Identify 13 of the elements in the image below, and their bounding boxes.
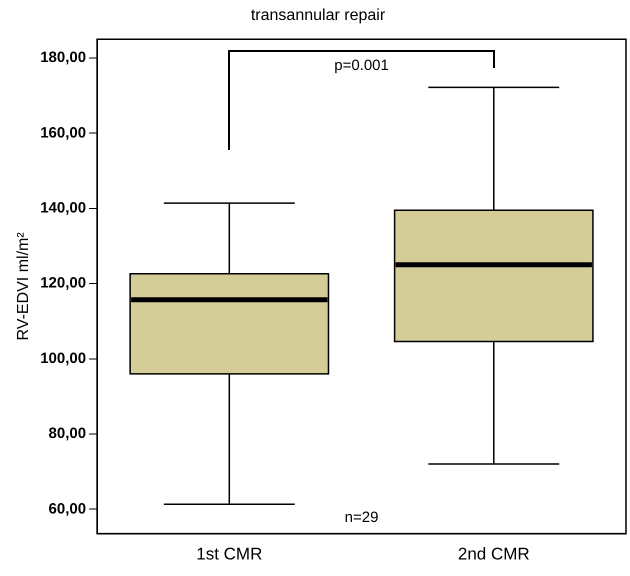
y-tick-label: 160,00 [40, 124, 86, 142]
chart-title: transannular repair [250, 7, 386, 24]
annotation: p=0.001 [334, 56, 389, 74]
y-tick-label: 120,00 [40, 274, 86, 292]
annotation: n=29 [344, 509, 378, 526]
y-axis-title: RV-EDVI ml/m² [15, 232, 32, 340]
y-tick-label: 80,00 [48, 425, 86, 442]
y-tick-label: 140,00 [40, 200, 86, 217]
x-tick-label: 2nd CMR [458, 544, 530, 564]
y-tick-label: 100,00 [40, 350, 86, 367]
y-tick-label: 180,00 [40, 49, 86, 66]
x-tick-label: 1st CMR [196, 544, 262, 564]
y-tick-label: 60,00 [48, 500, 86, 518]
